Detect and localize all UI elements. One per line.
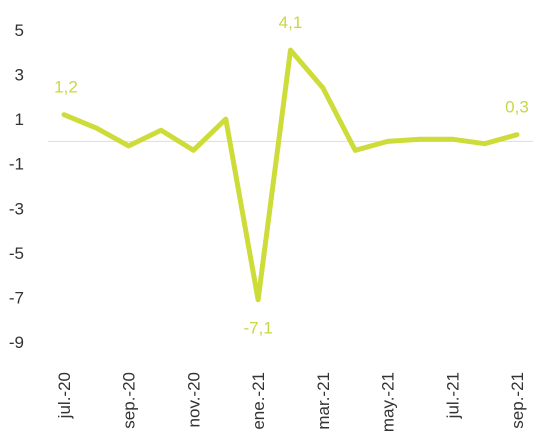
x-tick-label: may.-21 [379, 372, 398, 432]
y-tick-label: -3 [9, 199, 24, 218]
y-tick-label: -1 [9, 155, 24, 174]
x-tick-label: jul.-21 [443, 372, 462, 419]
x-tick-label: mar.-21 [314, 372, 333, 430]
y-tick-label: 1 [15, 110, 24, 129]
y-tick-label: -9 [9, 333, 24, 352]
x-tick-label: nov.-20 [184, 372, 203, 427]
y-tick-label: 5 [15, 21, 24, 40]
x-tick-label: jul.-20 [55, 372, 74, 419]
y-tick-label: -7 [9, 288, 24, 307]
x-tick-label: sep.-20 [120, 372, 139, 429]
y-tick-label: -5 [9, 244, 24, 263]
data-label: 1,2 [54, 78, 78, 97]
x-tick-label: ene.-21 [249, 372, 268, 430]
data-label: -7,1 [243, 319, 272, 338]
data-line [61, 47, 520, 303]
data-label: 4,1 [279, 13, 303, 32]
data-label: 0,3 [505, 98, 529, 117]
x-tick-label: sep.-21 [508, 372, 527, 429]
y-tick-label: 3 [15, 66, 24, 85]
